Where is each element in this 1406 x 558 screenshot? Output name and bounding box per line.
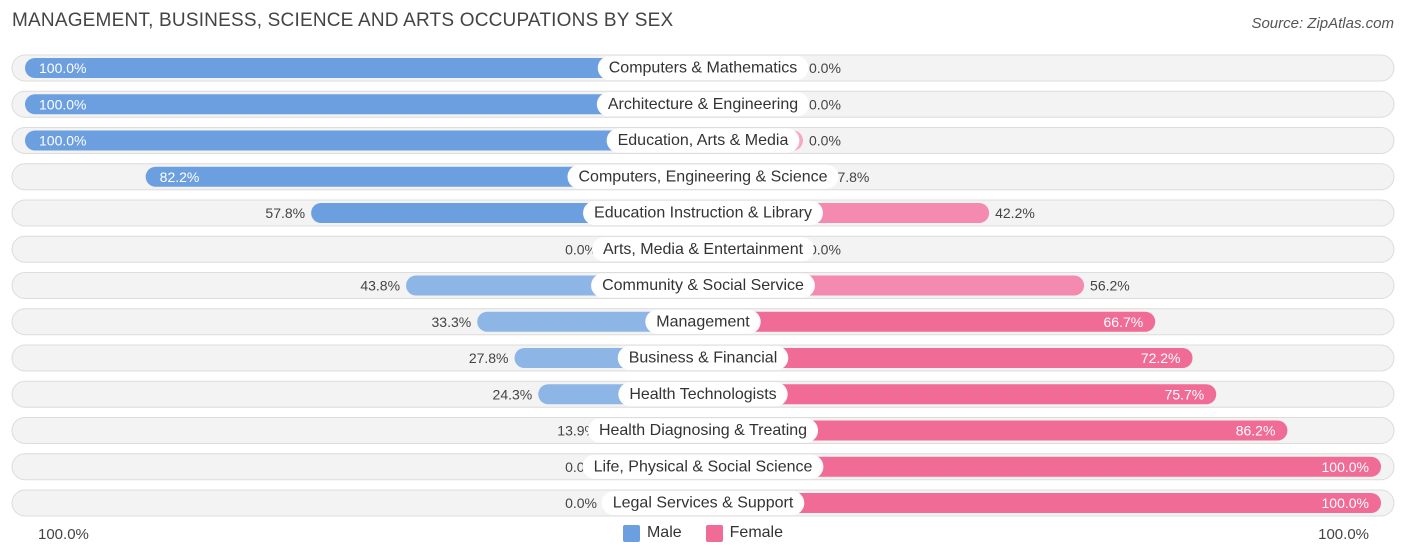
label-female: 0.0% [809,241,841,257]
label-male: 0.0% [565,495,597,511]
bar-female [703,456,1381,477]
bar-male [25,130,703,151]
label-male: 82.2% [160,169,200,185]
bar-female [703,420,1288,441]
bar-female [703,348,1193,368]
label-female: 0.0% [809,96,841,112]
category-label: Arts, Media & Entertainment [603,241,804,258]
category-label: Management [656,313,750,330]
legend-item-male: Male [622,524,682,542]
bar-male [25,94,703,115]
label-male: 27.8% [469,350,509,366]
label-male: 13.9% [557,423,597,439]
label-male: 100.0% [39,60,86,76]
label-male: 0.0% [565,241,597,257]
label-female: 100.0% [1322,495,1369,511]
legend-item-female: Female [705,524,784,542]
category-label: Computers & Mathematics [609,60,798,77]
bar-male [25,58,703,78]
category-label: Health Technologists [629,386,776,403]
legend-label-female: Female [729,524,784,541]
label-female: 86.2% [1236,423,1276,439]
label-female: 100.0% [1322,459,1369,475]
category-pill [582,454,824,479]
bar-female [703,384,1217,405]
bar-male [145,166,703,187]
category-pill [591,273,815,298]
axis-left-label: 100.0% [38,526,89,543]
legend: Male Female [0,524,1406,542]
category-pill [583,201,823,225]
category-label: Health Diagnosing & Treating [599,422,807,439]
chart-title: MANAGEMENT, BUSINESS, SCIENCE AND ARTS O… [12,10,674,31]
label-male: 57.8% [265,205,305,221]
category-pill [587,418,819,443]
category-label: Education Instruction & Library [594,205,812,222]
category-pill [567,164,839,189]
label-male: 100.0% [39,96,86,112]
legend-swatch-male [622,524,640,542]
category-pill [606,128,800,153]
label-female: 42.2% [995,205,1035,221]
category-label: Legal Services & Support [613,495,794,512]
label-female: 0.0% [809,133,841,149]
chart-canvas: 100.0% 0.0% Computers & Mathematics 100.0% 0… [11,54,1395,517]
label-male: 100.0% [39,133,86,149]
category-label: Life, Physical & Social Science [594,458,813,475]
category-label: Business & Financial [629,350,778,367]
category-label: Education, Arts & Media [618,132,789,149]
axis-right-label: 100.0% [1318,526,1369,543]
label-male: 24.3% [493,386,533,402]
legend-swatch-female [705,524,723,542]
source-note: Source: ZipAtlas.com [1251,15,1394,32]
bar-female [703,493,1381,513]
category-pill [618,382,788,407]
category-pill [617,346,789,370]
category-pill [645,309,761,334]
bar-female [703,311,1156,332]
label-female: 0.0% [809,60,841,76]
category-label: Community & Social Service [602,277,804,294]
category-pill [596,92,810,117]
label-female: 66.7% [1104,314,1144,330]
category-label: Computers, Engineering & Science [578,168,827,185]
category-pill [597,56,809,80]
category-label: Architecture & Engineering [608,96,798,113]
category-pill [591,237,815,262]
label-male: 43.8% [360,278,400,294]
label-female: 17.8% [830,169,870,185]
label-female: 75.7% [1165,386,1205,402]
label-female: 72.2% [1141,350,1181,366]
label-female: 56.2% [1090,278,1130,294]
label-male: 33.3% [432,314,472,330]
category-pill [601,491,805,515]
legend-label-male: Male [646,524,682,541]
